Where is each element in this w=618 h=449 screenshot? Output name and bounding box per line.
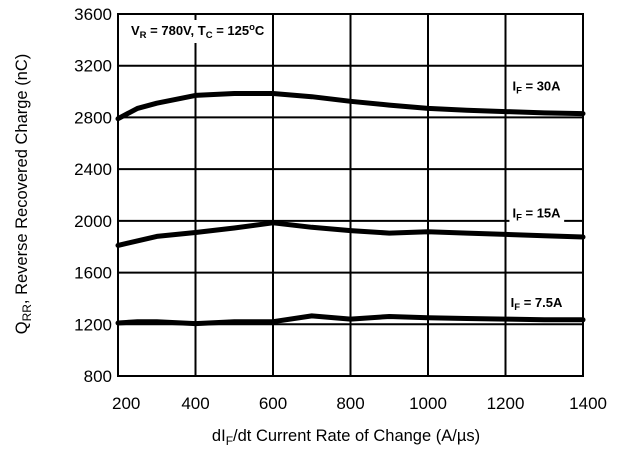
series-line-2 [115, 220, 586, 248]
series-line-1 [115, 91, 586, 122]
series-line-3 [115, 313, 586, 327]
series-label-1: IF = 30A [512, 78, 561, 96]
y-tick-label: 2400 [74, 160, 112, 179]
series-label-bg [509, 204, 565, 225]
series-lines [115, 91, 586, 327]
conditions-annotation-bg [127, 20, 269, 43]
x-axis-ticks: 200 400 600 800 1000 1200 1400 [112, 394, 607, 413]
y-tick-label: 3200 [74, 57, 112, 76]
series-label-2: IF = 15A [512, 206, 561, 224]
x-axis-title: dIF/dt Current Rate of Change (A/µs) [212, 427, 480, 448]
plot-frame [117, 13, 584, 377]
series-label-bg [507, 293, 566, 314]
x-tick-label: 1200 [487, 394, 525, 413]
y-tick-label: 2000 [74, 212, 112, 231]
x-tick-label: 200 [112, 394, 140, 413]
y-tick-label: 1600 [74, 264, 112, 283]
x-tick-label: 600 [259, 394, 287, 413]
y-axis-ticks: 800 1200 1600 2000 2400 2800 3200 3600 [74, 5, 112, 386]
x-tick-label: 1000 [409, 394, 447, 413]
series-labels: IF = 30A IF = 15A IF = 7.5A [507, 77, 566, 314]
conditions-annotation: VR = 780V, TC = 125oC [131, 22, 265, 41]
y-tick-label: 2800 [74, 108, 112, 127]
x-tick-label: 400 [181, 394, 209, 413]
y-tick-label: 3600 [74, 5, 112, 24]
x-tick-label: 1400 [569, 394, 607, 413]
y-tick-label: 1200 [74, 315, 112, 334]
grid [117, 13, 584, 377]
y-tick-label: 800 [84, 367, 112, 386]
x-tick-label: 800 [336, 394, 364, 413]
series-label-bg [509, 77, 565, 98]
y-axis-title: QRR, Reverse Recovered Charge (nC) [13, 54, 34, 335]
series-label-3: IF = 7.5A [511, 295, 563, 313]
